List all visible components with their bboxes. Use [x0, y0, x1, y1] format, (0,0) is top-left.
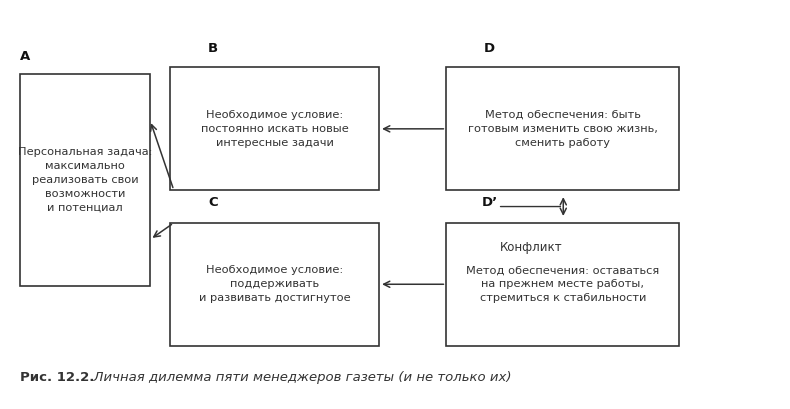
Text: D’: D’ [482, 196, 498, 209]
Text: Необходимое условие:
поддерживать
и развивать достигнутое: Необходимое условие: поддерживать и разв… [199, 265, 350, 303]
Text: Метод обеспечения: быть
готовым изменить свою жизнь,
сменить работу: Метод обеспечения: быть готовым изменить… [468, 110, 658, 148]
FancyBboxPatch shape [446, 67, 679, 190]
Text: Персональная задача:
максимально
реализовать свои
возможности
и потенциал: Персональная задача: максимально реализо… [17, 147, 152, 213]
Text: D: D [484, 42, 495, 55]
FancyBboxPatch shape [20, 74, 150, 286]
FancyBboxPatch shape [170, 223, 379, 346]
Text: Конфликт: Конфликт [500, 241, 562, 254]
Text: A: A [20, 50, 30, 63]
Text: B: B [209, 42, 218, 55]
Text: Метод обеспечения: оставаться
на прежнем месте работы,
стремиться к стабильности: Метод обеспечения: оставаться на прежнем… [466, 265, 660, 303]
Text: Необходимое условие:
постоянно искать новые
интересные задачи: Необходимое условие: постоянно искать но… [201, 110, 348, 148]
Text: Личная дилемма пяти менеджеров газеты (и не только их): Личная дилемма пяти менеджеров газеты (и… [85, 371, 511, 384]
Text: C: C [209, 196, 218, 209]
FancyBboxPatch shape [446, 223, 679, 346]
Text: Рис. 12.2.: Рис. 12.2. [20, 371, 94, 384]
FancyBboxPatch shape [170, 67, 379, 190]
